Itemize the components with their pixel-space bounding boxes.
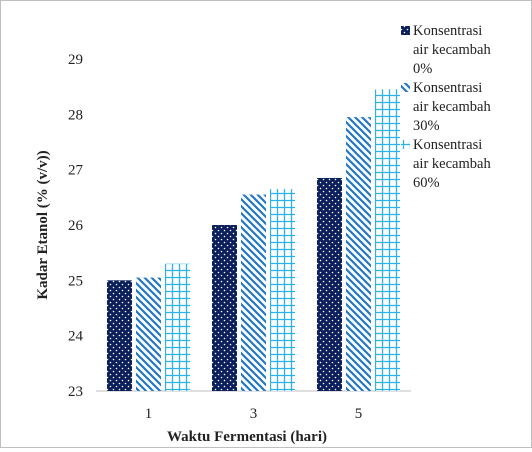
legend-label: Konsentrasi air kecambah 30%: [413, 80, 491, 134]
y-tick-label: 25: [68, 273, 83, 289]
y-tick-label: 24: [68, 329, 84, 345]
y-tick-label: 23: [68, 384, 83, 400]
legend-item: Konsentrasi air kecambah 60%: [401, 137, 491, 191]
bar-series-2-cat-1: [136, 277, 161, 391]
bar-series-1-cat-3: [212, 225, 237, 391]
legend-item: Konsentrasi air kecambah 0%: [401, 23, 491, 77]
y-axis-ticks: 23 24 25 26 27 28 29: [68, 52, 84, 400]
legend-swatch: [401, 83, 410, 92]
bar-series-1-cat-1: [107, 280, 132, 391]
bar-series-2-cat-5: [346, 117, 371, 391]
bar-series-3-cat-1: [165, 263, 190, 391]
y-axis-title: Kadar Etanol (% (v/v)): [35, 150, 51, 299]
x-tick-label: 1: [145, 406, 153, 422]
bar-series-1-cat-5: [317, 177, 342, 391]
legend: Konsentrasi air kecambah 0%Konsentrasi air …: [401, 23, 491, 191]
y-tick-label: 29: [68, 52, 83, 68]
x-axis-ticks: 1 3 5: [145, 406, 363, 422]
x-tick-label: 3: [250, 406, 258, 422]
y-tick-label: 26: [68, 218, 84, 234]
bar-series-2-cat-3: [241, 194, 266, 391]
legend-swatch: [401, 26, 410, 35]
bar-series-3-cat-3: [270, 189, 295, 391]
y-tick-label: 27: [68, 163, 84, 179]
bar-series-3-cat-5: [375, 89, 400, 391]
legend-item: Konsentrasi air kecambah 30%: [401, 80, 491, 134]
legend-label: Konsentrasi air kecambah 60%: [413, 137, 491, 191]
y-tick-label: 28: [68, 107, 83, 123]
legend-label: Konsentrasi air kecambah 0%: [413, 23, 491, 77]
bars: [107, 89, 400, 391]
legend-swatch: [401, 140, 410, 149]
x-axis-title: Waktu Fermentasi (hari): [167, 429, 327, 445]
x-tick-label: 5: [355, 406, 363, 422]
